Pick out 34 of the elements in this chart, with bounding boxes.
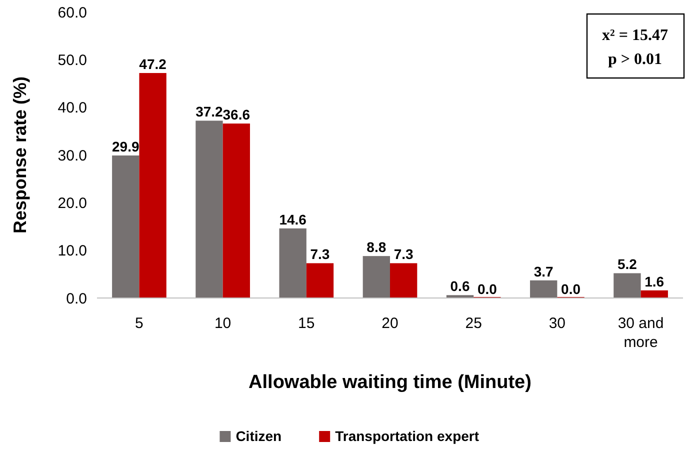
x-tick-label: 25 bbox=[465, 315, 482, 332]
data-label: 0.0 bbox=[561, 281, 581, 297]
y-tick-label: 20.0 bbox=[58, 194, 87, 212]
data-label: 29.9 bbox=[112, 138, 140, 154]
x-tick-label: 5 bbox=[135, 315, 144, 332]
legend-label: Citizen bbox=[236, 428, 282, 444]
annotation: p > 0.01 bbox=[608, 51, 662, 68]
data-label: 36.6 bbox=[222, 106, 250, 123]
x-tick-label: 30 bbox=[548, 315, 566, 332]
y-tick-label: 30.0 bbox=[58, 147, 87, 164]
data-label: 0.0 bbox=[477, 281, 498, 297]
y-tick-label: 60.0 bbox=[58, 4, 87, 22]
x-axis-title: Allowable waiting time (Minute) bbox=[248, 372, 532, 393]
data-label: 7.3 bbox=[394, 246, 414, 262]
data-label: 37.2 bbox=[196, 104, 224, 120]
y-axis-title: Response rate (%) bbox=[10, 76, 30, 234]
x-tick-label: 20 bbox=[382, 315, 398, 332]
data-label: 7.3 bbox=[310, 246, 330, 262]
data-label: 8.8 bbox=[366, 239, 386, 256]
data-label: 3.7 bbox=[534, 263, 554, 280]
y-tick-label: 40.0 bbox=[58, 100, 87, 117]
x-tick-label: 15 bbox=[298, 315, 315, 332]
legend-label: Transportation expert bbox=[335, 428, 480, 444]
annotation: x² = 15.47 bbox=[602, 27, 668, 44]
data-label: 0.6 bbox=[450, 278, 470, 294]
x-tick-label: 10 bbox=[214, 315, 232, 332]
data-label: 47.2 bbox=[139, 56, 167, 72]
y-tick-label: 10.0 bbox=[58, 242, 87, 260]
y-tick-label: 50.0 bbox=[58, 52, 87, 69]
data-label: 5.2 bbox=[617, 256, 638, 272]
y-tick-label: 0.0 bbox=[66, 290, 87, 308]
data-label: 14.6 bbox=[279, 211, 307, 228]
data-label: 1.6 bbox=[644, 273, 664, 290]
x-tick-label: 30 and more bbox=[618, 315, 664, 351]
